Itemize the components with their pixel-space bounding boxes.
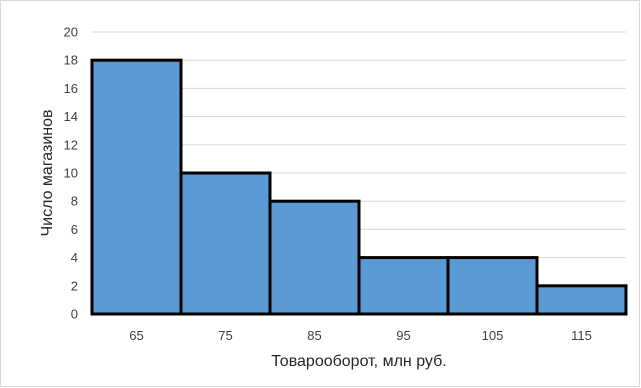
y-tick-label: 2 (71, 278, 78, 293)
x-tick-labels: 65 75 85 95 105 115 (129, 328, 592, 343)
bar-105 (446, 256, 539, 316)
x-axis-title: Товарооборот, млн руб. (271, 353, 446, 370)
x-tick-label: 65 (129, 328, 143, 343)
y-tick-label: 12 (64, 137, 78, 152)
y-axis-title: Число магазинов (39, 109, 56, 236)
y-tick-label: 0 (71, 307, 78, 322)
y-tick-label: 8 (71, 194, 78, 209)
x-tick-label: 75 (218, 328, 232, 343)
bar-65 (90, 58, 183, 316)
x-tick-label: 95 (396, 328, 410, 343)
y-tick-labels: 0 2 4 6 8 10 12 14 16 18 20 (64, 25, 78, 322)
bar-115 (535, 284, 628, 316)
x-tick-label: 115 (571, 328, 592, 343)
bars (90, 58, 628, 316)
bar-75 (179, 171, 272, 316)
x-tick-label: 85 (307, 328, 321, 343)
y-tick-label: 16 (64, 81, 78, 96)
y-tick-label: 18 (64, 53, 78, 68)
y-tick-label: 10 (64, 166, 78, 181)
y-tick-label: 4 (71, 250, 78, 265)
y-tick-label: 6 (71, 222, 78, 237)
bar-95 (357, 256, 450, 316)
y-tick-label: 14 (64, 109, 78, 124)
bar-85 (268, 199, 361, 316)
x-tick-label: 105 (482, 328, 504, 343)
y-tick-label: 20 (64, 25, 78, 40)
